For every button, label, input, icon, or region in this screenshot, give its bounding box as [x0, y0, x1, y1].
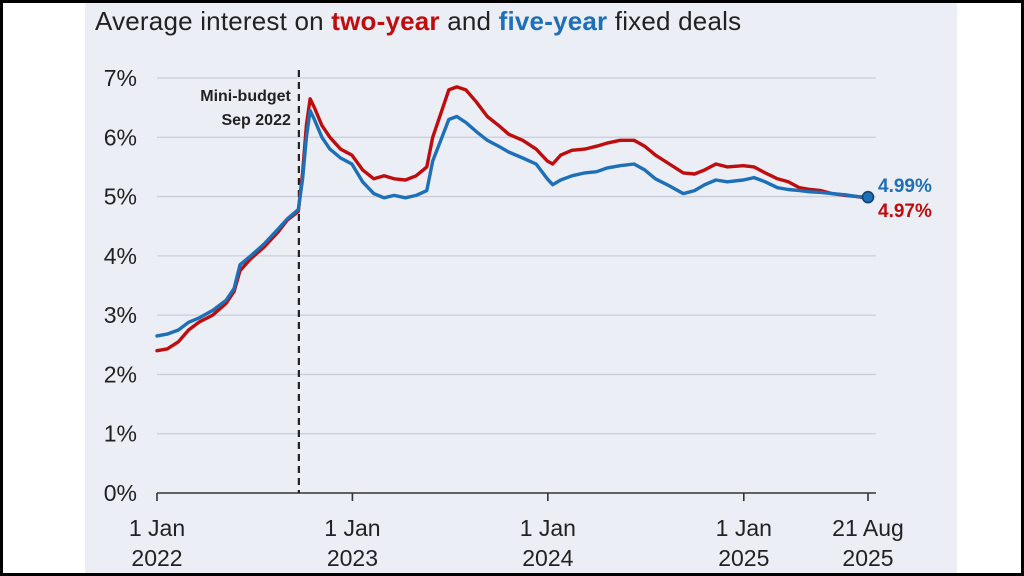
- annotation-line2: Sep 2022: [221, 112, 290, 129]
- mini-budget-annotation: Mini-budget Sep 2022: [200, 70, 300, 493]
- x-axis: 1 Jan 2022 1 Jan 2023 1 Jan 2024 1 Jan 2025 21 A…: [129, 493, 904, 571]
- x-tick-label: 1 Jan: [716, 515, 772, 541]
- y-tick-label: 5%: [104, 184, 137, 210]
- series-lines: [155, 85, 875, 353]
- x-tick-label-year: 2024: [522, 545, 573, 571]
- x-tick-label-year: 2025: [718, 545, 769, 571]
- y-tick-label: 6%: [104, 124, 137, 150]
- x-tick-label: 1 Jan: [520, 515, 576, 541]
- end-label-five-year: 4.99%: [878, 176, 932, 197]
- y-axis-ticks: 0% 1% 2% 3% 4% 5% 6% 7%: [104, 65, 137, 506]
- y-tick-label: 1%: [104, 421, 137, 447]
- chart-frame: [3, 3, 1021, 573]
- x-tick-label: 1 Jan: [129, 515, 185, 541]
- title-suffix: fixed deals: [607, 6, 742, 36]
- annotation-line1: Mini-budget: [200, 88, 291, 105]
- x-tick-label-year: 2025: [842, 545, 893, 571]
- y-tick-label: 3%: [104, 302, 137, 328]
- y-tick-label: 4%: [104, 243, 137, 269]
- end-label-two-year: 4.97%: [878, 201, 932, 222]
- y-tick-label: 7%: [104, 65, 137, 91]
- x-tick-label-year: 2022: [131, 545, 182, 571]
- y-tick-label: 2%: [104, 361, 137, 387]
- series-line-five-year: [155, 108, 870, 338]
- end-labels: 4.99% 4.97%: [878, 176, 932, 222]
- title-middle: and: [439, 6, 499, 36]
- chart-background: [85, 3, 957, 573]
- chart-title: Average interest on two-year and five-ye…: [95, 6, 741, 37]
- gridlines: [157, 77, 876, 494]
- x-tick-label-year: 2023: [327, 545, 378, 571]
- title-two-year: two-year: [331, 6, 440, 36]
- y-tick-label: 0%: [104, 480, 137, 506]
- x-tick-label: 21 Aug: [832, 515, 904, 541]
- title-prefix: Average interest on: [95, 6, 332, 36]
- end-point-marker: [861, 190, 875, 204]
- x-tick-label: 1 Jan: [324, 515, 380, 541]
- title-five-year: five-year: [498, 6, 608, 36]
